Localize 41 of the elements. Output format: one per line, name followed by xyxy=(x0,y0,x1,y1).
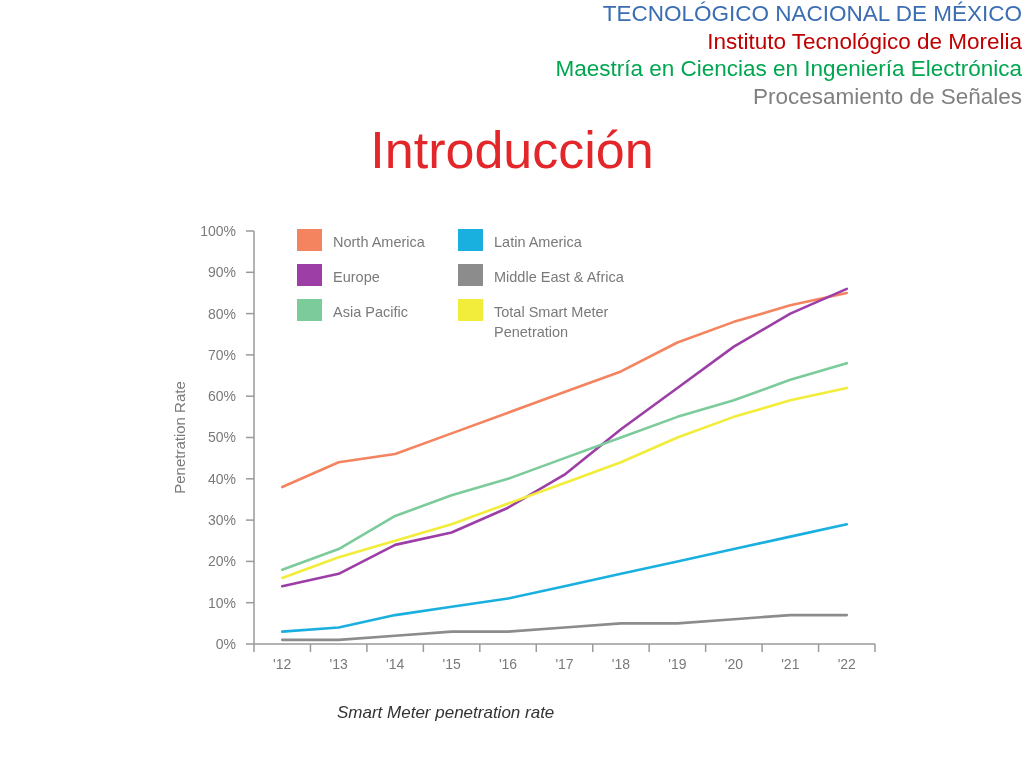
text: Procesamiento de Señales xyxy=(753,83,1022,110)
x-tick-label: '21 xyxy=(781,656,800,672)
text: Maestría en Ciencias en Ingeniería Electrónica xyxy=(555,56,1022,82)
text: TECNOLÓGICO NACIONAL DE MÉXICO xyxy=(602,1,1022,27)
y-tick-label: 70% xyxy=(207,346,236,363)
x-tick-label: '12 xyxy=(273,656,292,672)
line-series xyxy=(280,291,849,489)
line-series xyxy=(280,287,849,588)
y-tick-label: 0% xyxy=(215,635,236,652)
x-tick-label: '14 xyxy=(386,656,405,672)
y-tick-label: 40% xyxy=(207,470,236,487)
y-axis-title: Penetration Rate xyxy=(171,381,189,494)
y-tick-label: 100% xyxy=(200,222,236,239)
y-tick-label: 60% xyxy=(207,388,236,405)
legend-label: Europe xyxy=(333,268,380,287)
x-tick-label: '16 xyxy=(498,656,518,672)
text: Instituto Tecnológico de Morelia xyxy=(707,28,1022,55)
legend-label: Middle East & Africa xyxy=(494,268,624,287)
x-tick-label: '18 xyxy=(611,656,631,672)
x-tick-label: '13 xyxy=(329,656,349,672)
legend-label: Asia Pacific xyxy=(333,303,408,322)
y-tick-label: 30% xyxy=(207,512,236,529)
line-series xyxy=(280,613,849,642)
line-series xyxy=(280,361,849,571)
line-series xyxy=(280,522,849,633)
line-series xyxy=(280,386,849,580)
legend-label: Total Smart Meter Penetration xyxy=(494,303,610,342)
y-tick-label: 50% xyxy=(207,429,236,446)
text: Smart Meter penetration rate xyxy=(337,702,555,724)
x-tick-label: '15 xyxy=(442,656,461,672)
x-tick-label: '20 xyxy=(724,656,744,672)
x-tick-label: '17 xyxy=(555,656,574,672)
y-tick-label: 10% xyxy=(207,594,236,611)
y-tick-label: 90% xyxy=(207,264,236,281)
chart-title: Introducción xyxy=(369,120,655,181)
x-tick-label: '22 xyxy=(837,656,857,672)
y-tick-label: 80% xyxy=(207,305,236,322)
legend-label: North America xyxy=(333,233,425,252)
y-tick-label: 20% xyxy=(207,553,236,570)
legend-label: Latin America xyxy=(494,233,582,252)
x-tick-label: '19 xyxy=(668,656,687,672)
